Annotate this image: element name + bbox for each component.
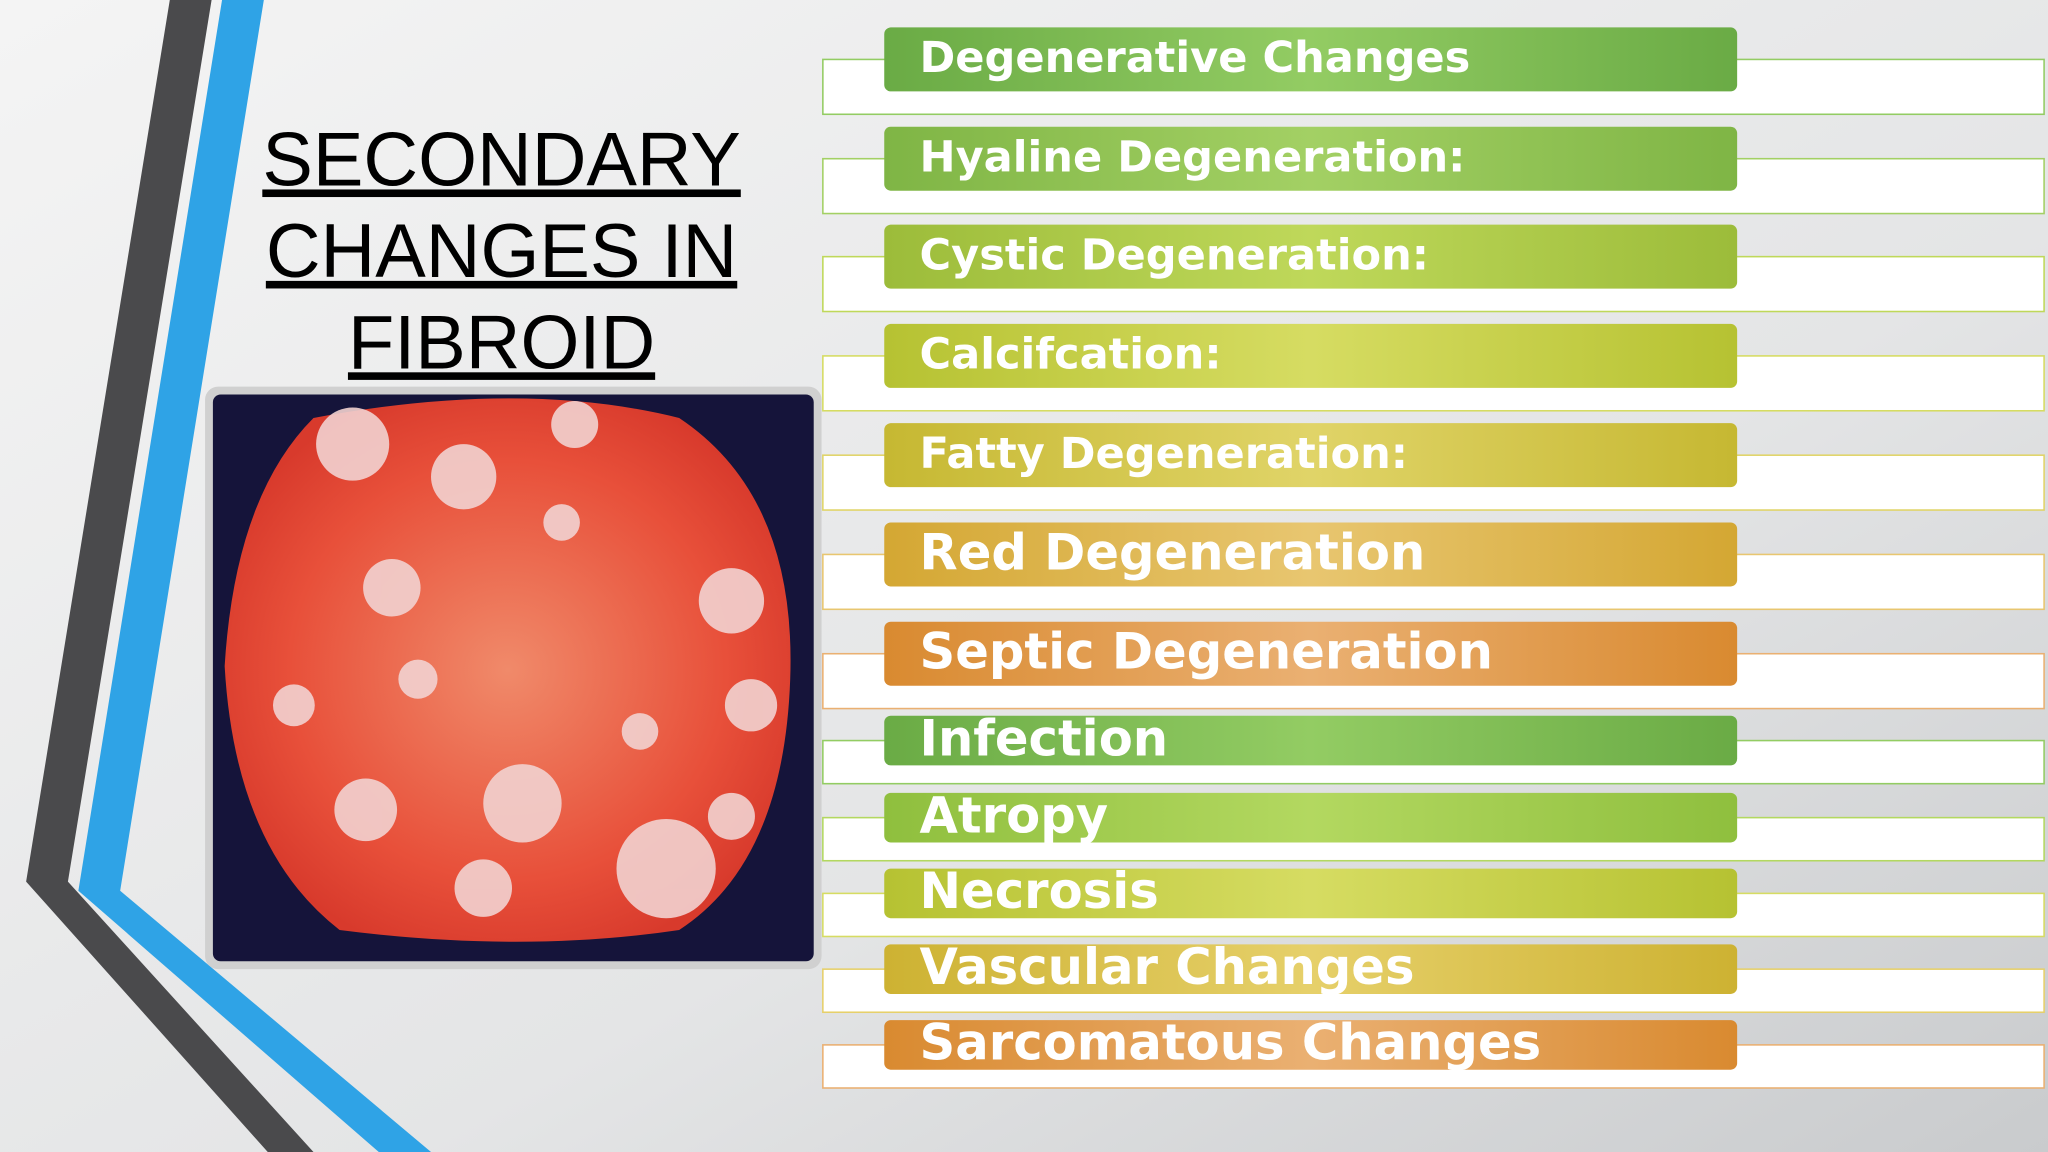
item-bar	[884, 522, 1738, 587]
decor-stripe-dark	[26, 0, 314, 1152]
item-bar	[884, 621, 1738, 686]
item-bar	[884, 944, 1738, 994]
item-label: Septic Degeneration	[920, 623, 1493, 681]
item-label: Hyaline Degeneration:	[920, 133, 1466, 183]
item-bar	[884, 27, 1738, 92]
item-label: Necrosis	[920, 862, 1159, 920]
decor-stripe-blue	[78, 0, 432, 1152]
title-line: SECONDARY	[262, 117, 740, 202]
item-bar	[884, 224, 1738, 289]
item-bar	[884, 792, 1738, 843]
title-line: FIBROID	[348, 300, 655, 385]
item-label: Vascular Changes	[920, 938, 1415, 996]
item-bar	[884, 423, 1738, 488]
item-label: Sarcomatous Changes	[920, 1014, 1542, 1072]
title: SECONDARY CHANGES IN FIBROID	[262, 117, 740, 385]
item-label: Calcifcation:	[920, 330, 1222, 380]
item-bar	[884, 1020, 1738, 1070]
item-label: Infection	[920, 709, 1169, 767]
item-bar	[884, 715, 1738, 766]
item-bar	[884, 126, 1738, 191]
title-line: CHANGES IN	[266, 209, 737, 294]
item-bar	[884, 323, 1738, 388]
fibroid-photo	[205, 386, 822, 970]
item-list: Degenerative Changes Hyaline Degeneration…	[822, 27, 2045, 1089]
item-label: Degenerative Changes	[920, 33, 1471, 83]
item-label: Red Degeneration	[920, 523, 1426, 581]
nodules	[272, 400, 778, 919]
item-label: Fatty Degeneration:	[920, 429, 1409, 479]
item-label: Atropy	[920, 786, 1109, 844]
item-bar	[884, 868, 1738, 919]
item-label: Cystic Degeneration:	[920, 230, 1430, 280]
